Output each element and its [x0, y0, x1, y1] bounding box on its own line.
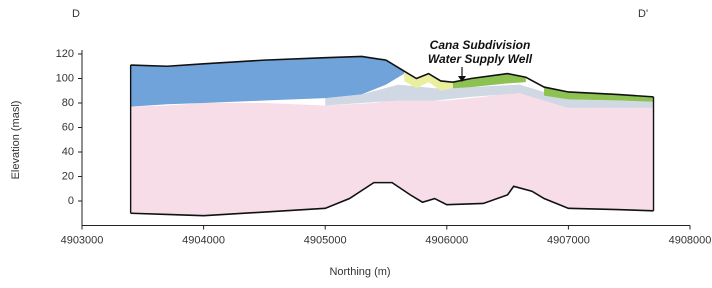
x-tick-label: 4907000 [547, 234, 590, 246]
x-tick-label: 4903000 [61, 234, 104, 246]
annotation-line: Water Supply Well [428, 52, 533, 66]
y-tick-label: 0 [68, 195, 74, 207]
y-tick-label: 100 [56, 72, 74, 84]
x-axis-title: Northing (m) [329, 266, 390, 278]
section-end-label: D' [638, 8, 648, 20]
layer [131, 93, 654, 216]
x-tick-label: 4906000 [425, 234, 468, 246]
y-axis-title: Elevation (masl) [10, 101, 22, 180]
y-tick-label: 80 [62, 97, 74, 109]
x-tick-label: 4905000 [304, 234, 347, 246]
y-tick-label: 120 [56, 48, 74, 60]
y-tick-label: 40 [62, 146, 74, 158]
x-tick-label: 4904000 [182, 234, 225, 246]
section-start-label: D [72, 8, 80, 20]
annotation-line: Cana Subdivision [430, 38, 531, 52]
x-tick-label: 4908000 [669, 234, 712, 246]
y-tick-label: 60 [62, 121, 74, 133]
y-tick-label: 20 [62, 170, 74, 182]
chart: D D' Cana Subdivision Water Supply Well … [0, 0, 712, 288]
